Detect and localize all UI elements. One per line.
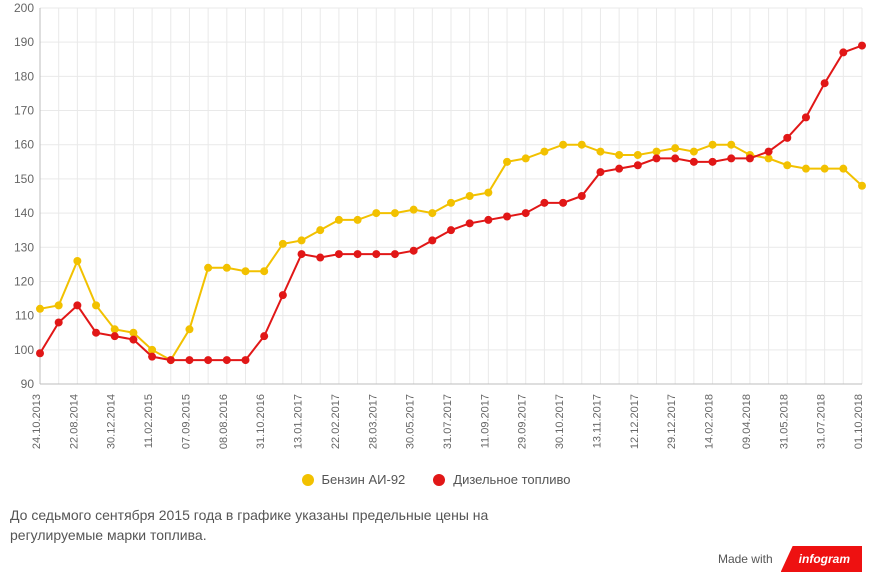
chart-container: 90 100 110 120 130 140 150 160 170 180 190 200 24.10… (0, 0, 872, 470)
infogram-badge: infogram (781, 546, 862, 572)
legend-item-diesel: Дизельное топливо (433, 472, 570, 487)
svg-text:130: 130 (14, 240, 34, 254)
legend-item-benzin: Бензин АИ-92 (302, 472, 406, 487)
line-chart: 90 100 110 120 130 140 150 160 170 180 190 200 24.10… (0, 0, 872, 470)
svg-text:12.12.2017: 12.12.2017 (629, 394, 641, 449)
svg-text:01.10.2018: 01.10.2018 (853, 394, 865, 449)
svg-text:31.05.2018: 31.05.2018 (778, 394, 790, 449)
svg-text:120: 120 (14, 274, 34, 288)
svg-text:190: 190 (14, 35, 34, 49)
svg-text:140: 140 (14, 206, 34, 220)
svg-text:31.07.2017: 31.07.2017 (442, 394, 454, 449)
svg-text:100: 100 (14, 343, 34, 357)
svg-text:08.08.2016: 08.08.2016 (218, 394, 230, 449)
svg-text:28.03.2017: 28.03.2017 (367, 394, 379, 449)
svg-text:30.05.2017: 30.05.2017 (405, 394, 417, 449)
legend-dot-diesel (433, 474, 445, 486)
svg-text:14.02.2018: 14.02.2018 (704, 394, 716, 449)
svg-text:170: 170 (14, 104, 34, 118)
legend-dot-benzin (302, 474, 314, 486)
svg-text:31.10.2016: 31.10.2016 (255, 394, 267, 449)
branding[interactable]: Made with infogram (718, 546, 862, 572)
svg-text:22.02.2017: 22.02.2017 (330, 394, 342, 449)
svg-text:29.12.2017: 29.12.2017 (666, 394, 678, 449)
svg-text:31.07.2018: 31.07.2018 (816, 394, 828, 449)
svg-text:180: 180 (14, 69, 34, 83)
legend-label-diesel: Дизельное топливо (453, 472, 570, 487)
svg-text:150: 150 (14, 172, 34, 186)
svg-text:160: 160 (14, 138, 34, 152)
svg-text:11.09.2017: 11.09.2017 (479, 394, 491, 448)
svg-text:29.09.2017: 29.09.2017 (517, 394, 529, 449)
svg-text:90: 90 (21, 377, 35, 391)
footnote: До седьмого сентября 2015 года в графике… (0, 487, 520, 546)
svg-text:09.04.2018: 09.04.2018 (741, 394, 753, 449)
svg-text:200: 200 (14, 1, 34, 15)
svg-text:22.08.2014: 22.08.2014 (68, 394, 80, 449)
svg-text:30.10.2017: 30.10.2017 (554, 394, 566, 449)
branding-prefix: Made with (718, 552, 773, 566)
svg-text:13.11.2017: 13.11.2017 (591, 394, 603, 448)
svg-text:07.09.2015: 07.09.2015 (180, 394, 192, 449)
svg-text:24.10.2013: 24.10.2013 (31, 394, 43, 449)
legend-label-benzin: Бензин АИ-92 (322, 472, 406, 487)
svg-text:11.02.2015: 11.02.2015 (143, 394, 155, 448)
svg-text:110: 110 (15, 309, 34, 323)
legend: Бензин АИ-92 Дизельное топливо (0, 472, 872, 487)
svg-text:30.12.2014: 30.12.2014 (106, 394, 118, 449)
svg-text:13.01.2017: 13.01.2017 (293, 394, 305, 449)
